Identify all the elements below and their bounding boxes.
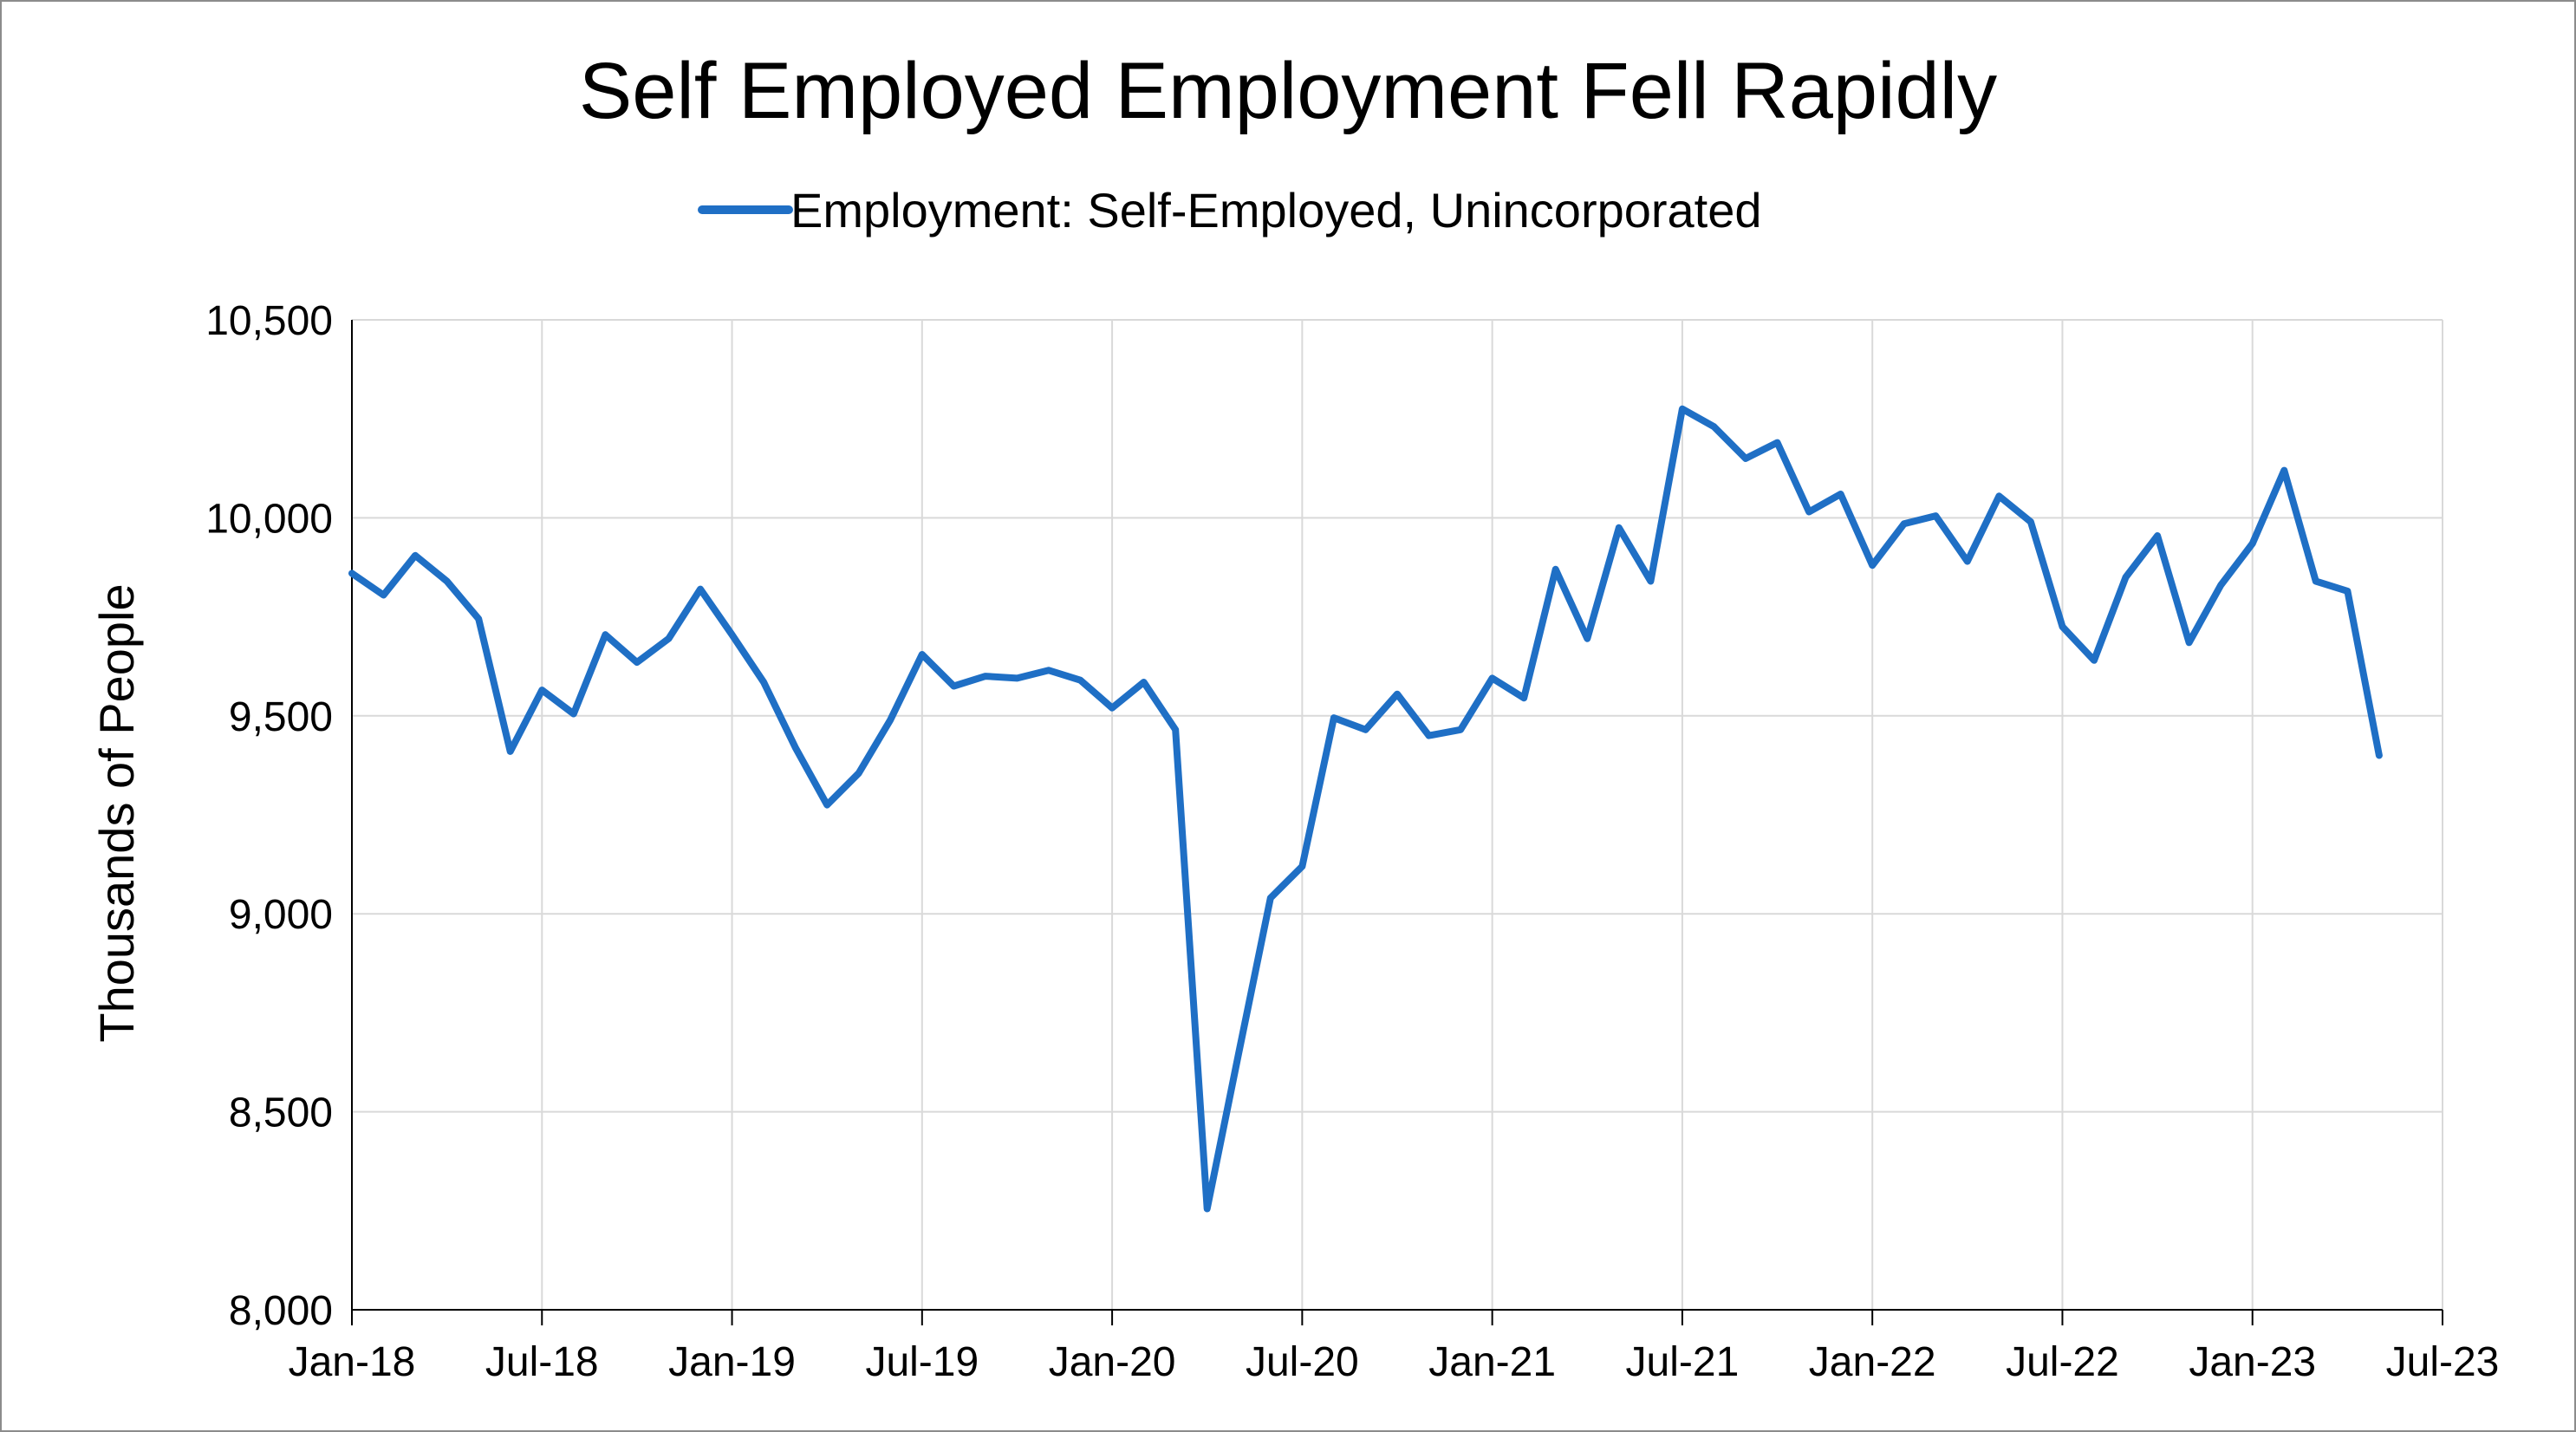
x-tick-label: Jan-18 — [289, 1339, 416, 1385]
series-layer — [348, 405, 2383, 1213]
y-axis-ticks: 8,000 8,500 9,000 9,500 10,000 10,500 — [205, 298, 333, 1334]
x-tick-label: Jan-20 — [1049, 1339, 1176, 1385]
x-tick-label: Jan-22 — [1809, 1339, 1936, 1385]
x-tick-label: Jan-23 — [2189, 1339, 2316, 1385]
x-axis-ticks: Jan-18 Jul-18 Jan-19 Jul-19 Jan-20 Jul-20 Jan-… — [289, 1339, 2500, 1385]
chart-title: Self Employed Employment Fell Rapidly — [579, 47, 1997, 135]
y-tick-label: 8,500 — [229, 1090, 333, 1136]
x-tick-label: Jul-23 — [2386, 1339, 2500, 1385]
y-tick-label: 9,000 — [229, 892, 333, 938]
x-tick-label: Jul-18 — [485, 1339, 599, 1385]
y-tick-label: 8,000 — [229, 1288, 333, 1334]
axes — [351, 320, 2443, 1325]
y-tick-label: 9,500 — [229, 694, 333, 740]
x-tick-label: Jan-19 — [668, 1339, 796, 1385]
y-tick-label: 10,500 — [205, 298, 333, 344]
x-tick-label: Jul-22 — [2006, 1339, 2119, 1385]
y-axis-label: Thousands of People — [89, 583, 144, 1042]
x-tick-label: Jul-20 — [1246, 1339, 1359, 1385]
x-tick-label: Jul-19 — [865, 1339, 979, 1385]
legend-label: Employment: Self-Employed, Unincorporate… — [790, 183, 1762, 238]
series-line — [348, 405, 2383, 1213]
y-tick-label: 10,000 — [205, 496, 333, 542]
gridlines — [352, 319, 2443, 1310]
x-tick-label: Jan-21 — [1428, 1339, 1556, 1385]
legend: Employment: Self-Employed, Unincorporate… — [698, 183, 1762, 238]
x-tick-label: Jul-21 — [1626, 1339, 1740, 1385]
